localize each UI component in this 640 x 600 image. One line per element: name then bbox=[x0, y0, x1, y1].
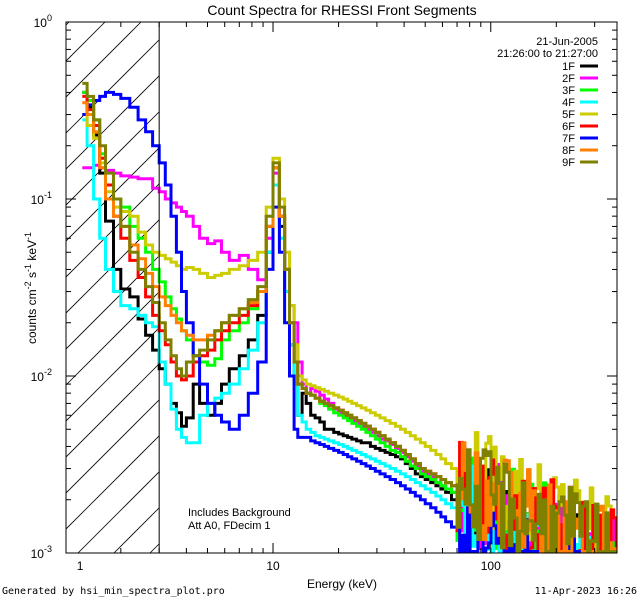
x-axis-label: Energy (keV) bbox=[307, 577, 377, 591]
footer-timestamp: 11-Apr-2023 16:26 bbox=[535, 586, 637, 597]
x-tick-label: 100 bbox=[481, 559, 501, 573]
legend-label-9F: 9F bbox=[562, 157, 575, 169]
y-tick-label: 100 bbox=[34, 13, 52, 30]
series-group bbox=[82, 81, 617, 553]
ylabel-part-3: keV bbox=[25, 240, 39, 264]
y-tick-label: 10-1 bbox=[31, 190, 52, 207]
y-tick-label: 10-3 bbox=[31, 544, 52, 561]
y-tick-label: 10-2 bbox=[31, 367, 52, 384]
hatch-mask bbox=[159, 22, 617, 553]
ylabel-part-2: s bbox=[25, 272, 39, 281]
legend-label-1F: 1F bbox=[562, 61, 575, 73]
plot-frame bbox=[65, 21, 618, 554]
footer-generated-by: Generated by hsi_min_spectra_plot.pro bbox=[2, 586, 225, 597]
annotation-background: Includes Background bbox=[188, 507, 291, 519]
legend-label-6F: 6F bbox=[562, 121, 575, 133]
ylabel-exp-1: -2 bbox=[23, 281, 33, 289]
x-tick-label: 10 bbox=[266, 559, 280, 573]
date-label: 21-Jun-2005 bbox=[536, 36, 598, 48]
x-tick-label: 1 bbox=[77, 559, 84, 573]
legend-label-8F: 8F bbox=[562, 145, 575, 157]
legend-label-2F: 2F bbox=[562, 73, 575, 85]
axis-ticks: 10 100 1 10-3 10-2 10-1 100 bbox=[31, 13, 617, 573]
ylabel-exp-3: -1 bbox=[23, 232, 33, 240]
chart-title: Count Spectra for RHESSI Front Segments bbox=[207, 2, 476, 18]
ylabel-part-1: counts cm bbox=[25, 289, 39, 344]
time-range-label: 21:26:00 to 21:27:00 bbox=[497, 48, 598, 60]
hatch-line bbox=[66, 22, 214, 170]
hatch-line bbox=[66, 22, 70, 26]
svg-text:counts cm-2 s-1 keV-1: counts cm-2 s-1 keV-1 bbox=[23, 232, 39, 344]
series-line-5F bbox=[82, 113, 617, 553]
series-line-9F bbox=[82, 81, 617, 553]
legend-label-5F: 5F bbox=[562, 109, 575, 121]
ylabel-exp-2: -1 bbox=[23, 264, 33, 272]
annotation-attenuator: Att A0, FDecim 1 bbox=[188, 520, 271, 532]
legend-label-7F: 7F bbox=[562, 133, 575, 145]
legend-label-4F: 4F bbox=[562, 97, 575, 109]
legend-label-3F: 3F bbox=[562, 85, 575, 97]
y-axis-label: counts cm-2 s-1 keV-1 bbox=[23, 232, 39, 344]
